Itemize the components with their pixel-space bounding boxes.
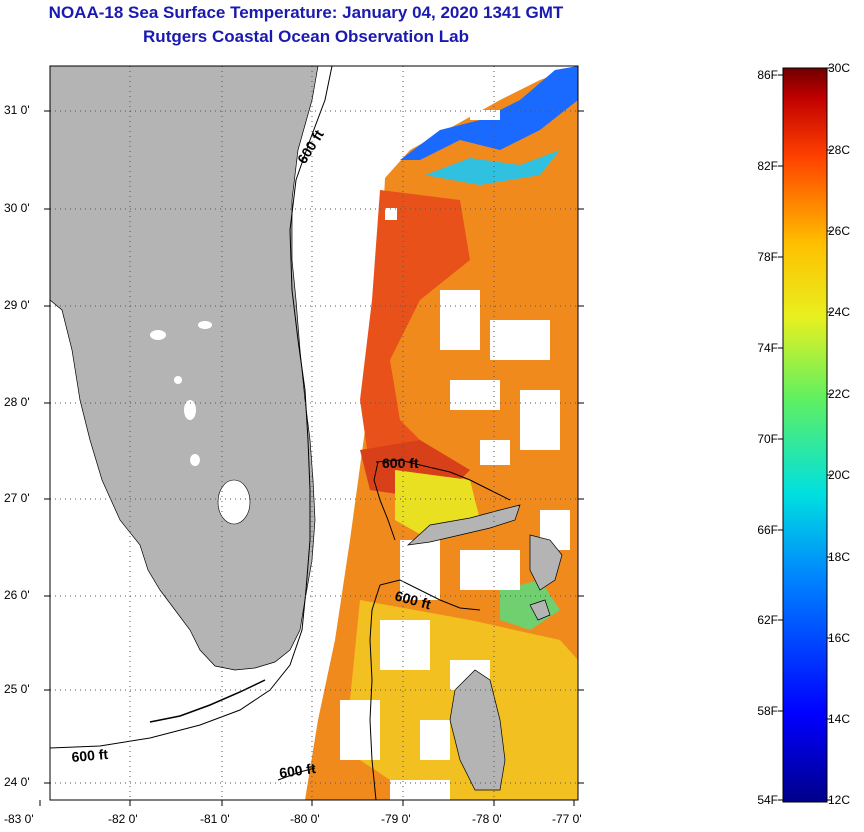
map-title: NOAA-18 Sea Surface Temperature: January… xyxy=(48,3,564,22)
lon-label-78: -78 0' xyxy=(472,812,502,826)
map-frame xyxy=(49,65,579,801)
cbar-f-74: 74F xyxy=(757,341,778,355)
lake-okeechobee xyxy=(217,479,251,525)
cbar-c-24: 24C xyxy=(828,305,851,319)
cbar-f-82: 82F xyxy=(757,159,778,173)
warm-core xyxy=(360,190,470,480)
lat-label-25: 25 0' xyxy=(4,682,30,696)
lat-label-31: 31 0' xyxy=(4,103,30,117)
florida-keys xyxy=(149,679,266,723)
cool-patch xyxy=(400,66,578,160)
cbar-c-20: 20C xyxy=(828,468,851,482)
lat-label-29: 29 0' xyxy=(4,298,30,312)
lat-label-30: 30 0' xyxy=(4,201,30,215)
florida-land xyxy=(50,66,319,671)
isobath-600ft xyxy=(50,66,511,800)
contour-label-4: 600 ft xyxy=(71,746,109,765)
berry-islands xyxy=(529,599,551,621)
lat-label-26: 26 0' xyxy=(4,588,30,602)
lon-label-77: -77 0' xyxy=(552,812,582,826)
cbar-f-70: 70F xyxy=(757,432,778,446)
graticule xyxy=(50,66,578,800)
lat-label-24: 24 0' xyxy=(4,775,30,789)
lon-label-81: -81 0' xyxy=(200,812,230,826)
cbar-c-14: 14C xyxy=(828,712,851,726)
lon-label-79: -79 0' xyxy=(381,812,411,826)
cbar-f-86: 86F xyxy=(757,68,778,82)
lon-label-80: -80 0' xyxy=(290,812,320,826)
colorbar xyxy=(782,67,828,803)
cbar-c-22: 22C xyxy=(828,387,851,401)
cbar-f-58: 58F xyxy=(757,704,778,718)
abaco xyxy=(529,534,563,591)
lat-label-28: 28 0' xyxy=(4,395,30,409)
cbar-f-54: 54F xyxy=(757,793,778,807)
lon-label-82: -82 0' xyxy=(108,812,138,826)
andros xyxy=(449,669,506,791)
cloud-mask xyxy=(340,110,570,800)
cbar-c-12: 12C xyxy=(828,793,851,807)
lon-label-83: -83 0' xyxy=(4,812,34,826)
contour-label-2: 600 ft xyxy=(382,455,419,471)
inland-lakes xyxy=(150,321,212,466)
cbar-c-26: 26C xyxy=(828,224,851,238)
cbar-c-18: 18C xyxy=(828,550,851,564)
grand-bahama xyxy=(406,504,521,546)
lat-label-27: 27 0' xyxy=(4,491,30,505)
cbar-c-30: 30C xyxy=(828,61,851,75)
colorbar-ticks xyxy=(778,67,832,801)
cbar-c-16: 16C xyxy=(828,631,851,645)
cbar-f-62: 62F xyxy=(757,613,778,627)
cbar-f-78: 78F xyxy=(757,250,778,264)
map-subtitle: Rutgers Coastal Ocean Observation Lab xyxy=(143,27,469,46)
cbar-c-28: 28C xyxy=(828,143,851,157)
contour-label-5: 600 ft xyxy=(278,760,317,781)
axis-ticks xyxy=(39,110,584,806)
cbar-f-66: 66F xyxy=(757,523,778,537)
cool-patch-2 xyxy=(425,150,560,185)
